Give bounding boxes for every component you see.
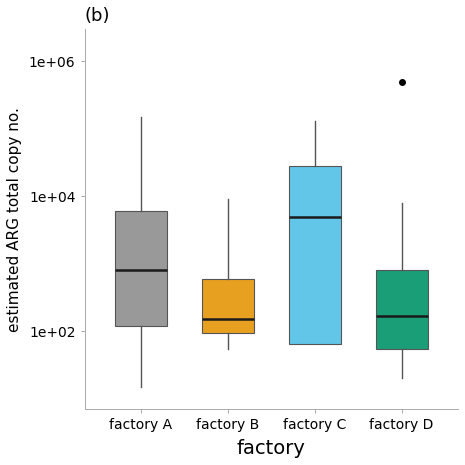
PathPatch shape [376,270,428,349]
PathPatch shape [115,211,167,326]
Text: (b): (b) [85,7,110,25]
PathPatch shape [202,279,254,332]
X-axis label: factory: factory [237,439,306,458]
Y-axis label: estimated ARG total copy no.: estimated ARG total copy no. [7,107,22,332]
PathPatch shape [289,166,341,344]
